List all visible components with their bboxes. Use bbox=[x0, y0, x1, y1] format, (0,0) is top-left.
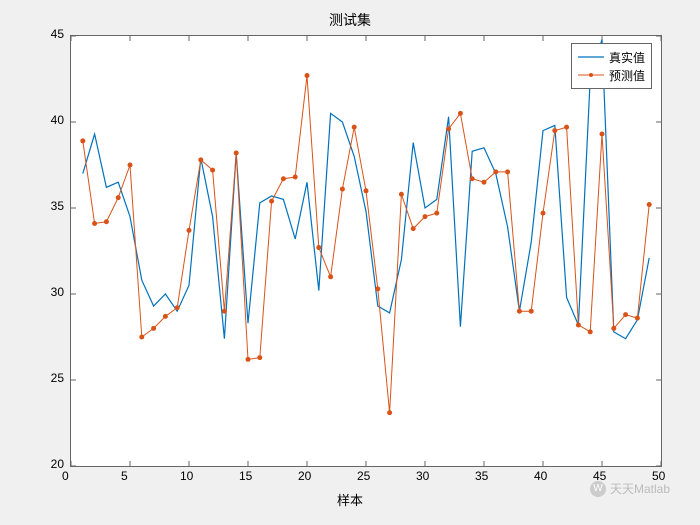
plot-area bbox=[70, 35, 662, 467]
legend-line-real bbox=[578, 52, 604, 62]
x-tick-label: 20 bbox=[298, 469, 311, 483]
y-tick-label: 40 bbox=[51, 113, 64, 127]
y-tick-label: 30 bbox=[51, 285, 64, 299]
x-tick-label: 5 bbox=[121, 469, 128, 483]
x-tick-label: 45 bbox=[593, 469, 606, 483]
plot-svg bbox=[71, 36, 661, 466]
legend-item-pred: 预测值 bbox=[578, 66, 645, 84]
legend: 真实值 预测值 bbox=[571, 43, 652, 89]
x-tick-label: 15 bbox=[239, 469, 252, 483]
legend-item-real: 真实值 bbox=[578, 48, 645, 66]
x-tick-label: 50 bbox=[652, 469, 665, 483]
x-tick-label: 35 bbox=[475, 469, 488, 483]
x-tick-label: 40 bbox=[534, 469, 547, 483]
y-tick-label: 20 bbox=[51, 457, 64, 471]
chart-title: 测试集 bbox=[0, 10, 700, 30]
y-tick-label: 45 bbox=[51, 27, 64, 41]
legend-line-pred bbox=[578, 70, 604, 80]
chart-container: 测试集 样本 真实值 预测值 W 天天Matlab 05101520253035… bbox=[0, 0, 700, 525]
x-tick-label: 30 bbox=[416, 469, 429, 483]
legend-label-pred: 预测值 bbox=[609, 67, 645, 84]
y-tick-label: 35 bbox=[51, 199, 64, 213]
legend-label-real: 真实值 bbox=[609, 49, 645, 66]
y-tick-label: 25 bbox=[51, 371, 64, 385]
x-tick-label: 0 bbox=[62, 469, 69, 483]
x-tick-label: 25 bbox=[357, 469, 370, 483]
x-tick-label: 10 bbox=[180, 469, 193, 483]
